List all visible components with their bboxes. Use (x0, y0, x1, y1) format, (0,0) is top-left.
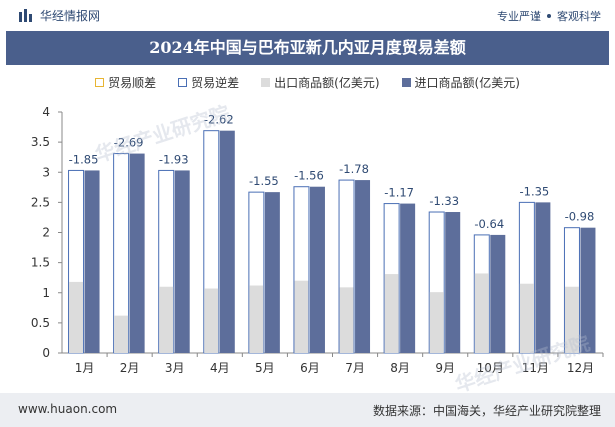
x-tick-label: 2月 (120, 361, 140, 375)
legend-item-export[interactable]: 出口商品额(亿美元) (261, 72, 380, 92)
separator-dot-icon (547, 14, 551, 18)
export-bar (339, 287, 354, 353)
balance-data-label: -1.93 (159, 152, 189, 166)
import-bar (490, 234, 506, 353)
tagline-right: 客观科学 (557, 10, 601, 23)
legend-label-surplus: 贸易顺差 (108, 75, 157, 90)
import-bar (264, 192, 280, 353)
import-bar (84, 170, 100, 353)
balance-data-label: -1.17 (384, 186, 414, 200)
brand-name: 华经情报网 (40, 9, 101, 23)
y-tick-label: 3.5 (31, 135, 50, 149)
legend-label-export: 出口商品额(亿美元) (274, 75, 380, 90)
balance-data-label: -2.69 (114, 136, 144, 150)
legend-item-import[interactable]: 进口商品额(亿美元) (401, 72, 520, 92)
x-tick-label: 5月 (255, 361, 275, 375)
y-tick-label: 2.5 (31, 195, 50, 209)
y-tick-label: 1.5 (31, 256, 50, 270)
y-tick-label: 1 (42, 286, 50, 300)
balance-data-label: -0.98 (565, 210, 595, 224)
import-bar (400, 203, 416, 353)
export-bar (294, 280, 309, 353)
x-tick-label: 7月 (345, 361, 365, 375)
y-tick-label: 4 (42, 105, 50, 119)
tagline: 专业严谨 客观科学 (497, 8, 601, 24)
import-bar (535, 202, 551, 353)
import-bar (174, 170, 190, 353)
balance-data-label: -1.56 (294, 169, 324, 183)
top-bar: 华经情报网 专业严谨 客观科学 (0, 0, 615, 30)
balance-data-label: -1.55 (249, 174, 279, 188)
y-tick-label: 3 (42, 165, 50, 179)
footer: www.huaon.com 数据来源：中国海关，华经产业研究院整理 (0, 393, 615, 427)
brand[interactable]: 华经情报网 (18, 7, 100, 24)
balance-data-label: -1.78 (339, 162, 369, 176)
chart-title: 2024年中国与巴布亚新几内亚月度贸易差额 (149, 38, 466, 57)
x-tick-label: 3月 (165, 361, 185, 375)
export-bar (519, 283, 534, 353)
legend-label-deficit: 贸易逆差 (191, 75, 240, 90)
legend-swatch-deficit (178, 77, 188, 87)
import-bar (219, 130, 235, 353)
balance-data-label: -1.35 (519, 184, 549, 198)
x-tick-label: 10月 (477, 361, 504, 375)
export-bar (429, 292, 444, 353)
footer-source: 数据来源：中国海关，华经产业研究院整理 (372, 404, 601, 418)
chart-legend: 贸易顺差 贸易逆差 出口商品额(亿美元) 进口商品额(亿美元) (0, 72, 615, 92)
export-bar (474, 273, 489, 353)
import-bar (355, 180, 371, 353)
x-tick-label: 11月 (522, 361, 549, 375)
x-tick-label: 8月 (390, 361, 410, 375)
bar-chart: 0 0.5 1 1.5 2 2.5 3 3.5 4 -1.85 1月 -2.69 2月 -1.93 3月 -2… (31, 105, 604, 375)
x-tick-label: 1月 (75, 361, 95, 375)
export-bar (564, 286, 579, 353)
export-bar (159, 286, 174, 353)
balance-data-label: -2.62 (204, 113, 234, 127)
export-bar (114, 315, 129, 353)
x-tick-label: 12月 (567, 361, 594, 375)
legend-label-import: 进口商品额(亿美元) (414, 75, 520, 90)
tagline-left: 专业严谨 (497, 10, 541, 23)
import-bar (445, 212, 461, 353)
footer-website[interactable]: www.huaon.com (18, 402, 118, 416)
import-bar (309, 186, 325, 353)
legend-swatch-surplus (95, 77, 105, 87)
import-bar (580, 227, 596, 353)
y-tick-label: 2 (42, 226, 50, 240)
export-bar (249, 285, 264, 353)
y-tick-label: 0 (42, 346, 50, 360)
export-bar (69, 281, 84, 353)
balance-data-label: -1.33 (429, 194, 459, 208)
x-tick-label: 6月 (300, 361, 320, 375)
legend-swatch-import (401, 77, 411, 87)
legend-swatch-export (261, 77, 271, 87)
legend-item-surplus[interactable]: 贸易顺差 (95, 72, 156, 92)
legend-item-deficit[interactable]: 贸易逆差 (178, 72, 239, 92)
brand-logo-icon (19, 8, 32, 22)
x-tick-label: 4月 (210, 361, 230, 375)
title-bar: 2024年中国与巴布亚新几内亚月度贸易差额 (6, 31, 609, 65)
x-tick-label: 9月 (435, 361, 455, 375)
export-bar (204, 288, 219, 353)
balance-data-label: -0.64 (474, 217, 504, 231)
y-tick-label: 0.5 (31, 316, 50, 330)
import-bar (129, 153, 145, 353)
export-bar (384, 274, 399, 353)
balance-data-label: -1.85 (69, 152, 99, 166)
